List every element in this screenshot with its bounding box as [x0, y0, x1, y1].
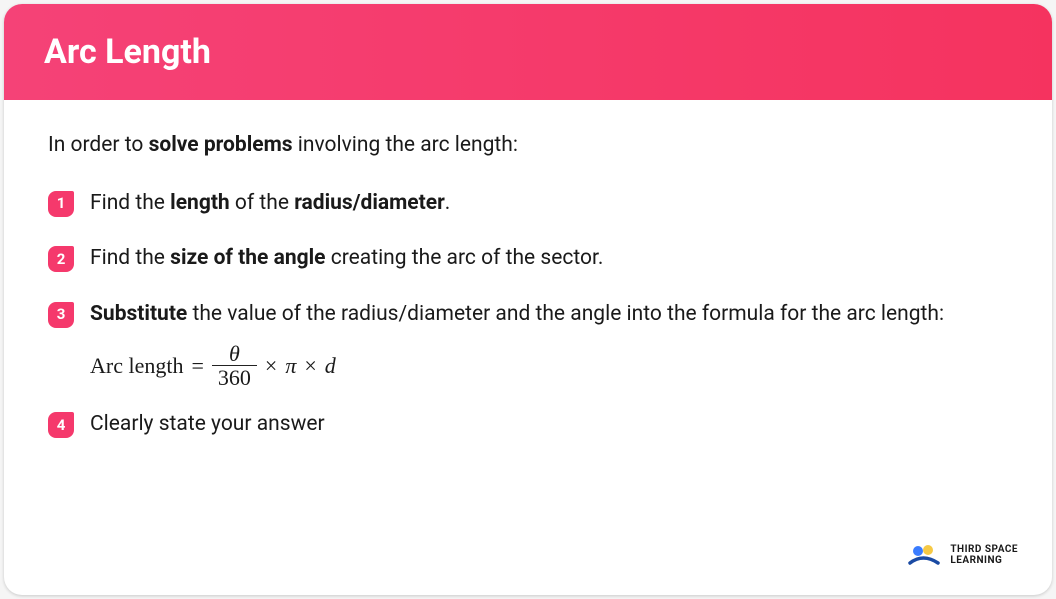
formula-times: ×	[304, 349, 316, 382]
step-3-text: Substitute the value of the radius/diame…	[90, 299, 1008, 331]
formula-times: ×	[265, 349, 277, 382]
card-content: In order to solve problems involving the…	[4, 100, 1052, 461]
step-4-text: Clearly state your answer	[90, 409, 1008, 441]
formula-pi: π	[285, 349, 296, 382]
instruction-card: Arc Length In order to solve problems in…	[4, 4, 1052, 595]
formula-d: d	[325, 349, 336, 382]
header-title: Arc Length	[44, 32, 211, 72]
formula-lhs: Arc length	[90, 349, 183, 382]
step-number-badge: 1	[48, 191, 74, 217]
step-2-text: Find the size of the angle creating the …	[90, 243, 1008, 275]
card-header: Arc Length	[4, 4, 1052, 100]
intro-text: In order to solve problems involving the…	[48, 130, 1008, 162]
step-2: 2 Find the size of the angle creating th…	[48, 243, 1008, 275]
formula-eq: =	[191, 349, 203, 382]
step-1-text: Find the length of the radius/diameter.	[90, 188, 1008, 220]
step-number-badge: 2	[48, 246, 74, 272]
formula-fraction: θ 360	[212, 342, 257, 389]
brand-logo: THIRD SPACE LEARNING	[908, 543, 1018, 567]
step-number-badge: 3	[48, 302, 74, 328]
step-number-badge: 4	[48, 412, 74, 438]
step-4: 4 Clearly state your answer	[48, 409, 1008, 441]
logo-text: THIRD SPACE LEARNING	[950, 544, 1018, 567]
step-1: 1 Find the length of the radius/diameter…	[48, 188, 1008, 220]
step-3: 3 Substitute the value of the radius/dia…	[48, 299, 1008, 331]
arc-length-formula: Arc length = θ 360 × π × d	[90, 342, 1008, 389]
logo-icon	[908, 543, 942, 567]
